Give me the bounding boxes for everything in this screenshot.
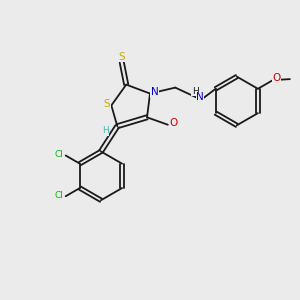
Text: H: H: [192, 87, 199, 96]
Text: O: O: [169, 118, 177, 128]
Text: H: H: [102, 126, 109, 135]
Text: N: N: [151, 87, 158, 97]
Text: S: S: [103, 99, 110, 109]
Text: Cl: Cl: [55, 150, 64, 159]
Text: N: N: [196, 92, 204, 102]
Text: O: O: [272, 73, 281, 83]
Text: S: S: [118, 52, 125, 62]
Text: Cl: Cl: [55, 191, 64, 200]
